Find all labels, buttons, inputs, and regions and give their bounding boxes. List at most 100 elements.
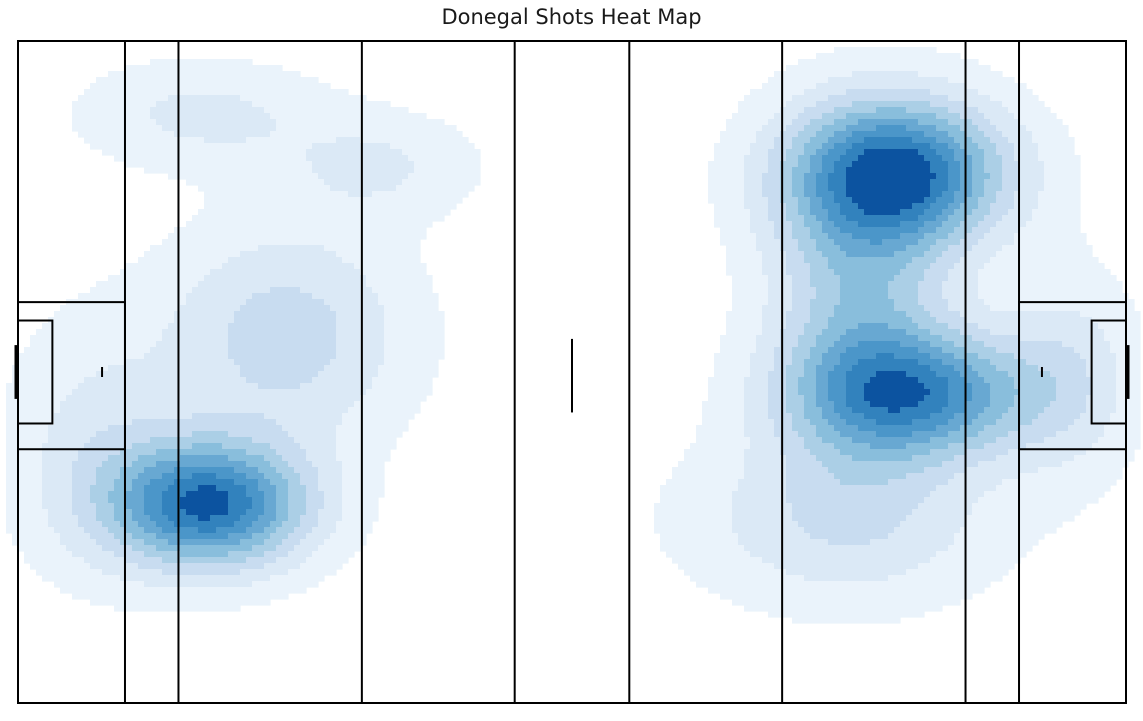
heat-cell (912, 299, 919, 306)
heat-cell (1020, 83, 1027, 90)
heat-cell (276, 95, 283, 102)
heat-cell (948, 173, 955, 180)
heat-cell (918, 305, 925, 312)
heat-cell (720, 161, 727, 168)
heat-cell (924, 281, 931, 288)
heat-cell (924, 89, 931, 96)
heat-cell (882, 167, 889, 174)
heat-cell (198, 77, 205, 84)
heat-cell (102, 317, 109, 324)
heat-cell (396, 227, 403, 234)
heat-cell (924, 239, 931, 246)
heat-cell (270, 89, 277, 96)
heat-cell (210, 233, 217, 240)
heat-cell (786, 179, 793, 186)
heat-cell (300, 137, 307, 144)
heat-cell (414, 149, 421, 156)
heat-cell (414, 245, 421, 252)
heat-cell (738, 179, 745, 186)
heat-cell (954, 83, 961, 90)
heat-cell (804, 293, 811, 300)
heat-cell (420, 167, 427, 174)
heat-cell (804, 305, 811, 312)
heat-cell (810, 311, 817, 318)
heat-cell (354, 317, 361, 324)
heat-cell (444, 131, 451, 138)
heat-cell (846, 125, 853, 132)
heat-cell (900, 251, 907, 258)
heat-cell (912, 53, 919, 60)
heat-cell (102, 281, 109, 288)
heat-cell (270, 149, 277, 156)
heat-cell (336, 137, 343, 144)
heat-cell (384, 119, 391, 126)
heat-cell (936, 65, 943, 72)
heat-cell (354, 197, 361, 204)
heat-cell (396, 263, 403, 270)
heat-cell (978, 275, 985, 282)
heat-cell (294, 305, 301, 312)
heat-cell (936, 119, 943, 126)
heat-cell (156, 131, 163, 138)
heat-cell (1044, 203, 1051, 210)
heat-cell (156, 83, 163, 90)
heat-cell (240, 293, 247, 300)
heat-cell (1074, 257, 1081, 264)
heat-cell (144, 149, 151, 156)
heat-cell (726, 131, 733, 138)
heat-cell (420, 209, 427, 216)
heat-cell (1056, 197, 1063, 204)
heat-cell (216, 251, 223, 258)
heat-cell (426, 305, 433, 312)
heat-cell (336, 173, 343, 180)
heat-cell (96, 113, 103, 120)
heat-cell (804, 233, 811, 240)
heat-cell (732, 155, 739, 162)
heat-cell (852, 161, 859, 168)
heat-cell (900, 269, 907, 276)
heat-cell (822, 299, 829, 306)
heat-cell (1074, 185, 1081, 192)
heat-cell (756, 203, 763, 210)
heat-cell (108, 71, 115, 78)
heat-cell (948, 89, 955, 96)
heat-cell (300, 101, 307, 108)
heat-cell (936, 299, 943, 306)
heat-cell (1062, 137, 1069, 144)
heat-cell (954, 239, 961, 246)
heat-cell (972, 155, 979, 162)
heat-cell (816, 215, 823, 222)
heat-cell (990, 107, 997, 114)
heat-cell (372, 221, 379, 228)
heat-cell (774, 251, 781, 258)
heat-cell (318, 185, 325, 192)
heat-cell (1068, 251, 1075, 258)
heat-cell (114, 149, 121, 156)
heat-cell (240, 323, 247, 330)
heat-cell (852, 59, 859, 66)
heat-cell (78, 131, 85, 138)
heat-cell (1056, 179, 1063, 186)
heat-cell (942, 71, 949, 78)
heat-cell (354, 119, 361, 126)
heat-cell (1014, 251, 1021, 258)
heat-cell (198, 179, 205, 186)
heat-cell (828, 263, 835, 270)
heat-cell (1068, 221, 1075, 228)
heat-cell (852, 293, 859, 300)
heat-cell (450, 185, 457, 192)
heat-cell (816, 245, 823, 252)
heat-cell (156, 317, 163, 324)
heat-cell (720, 203, 727, 210)
heat-cell (384, 173, 391, 180)
heat-cell (906, 251, 913, 258)
heat-cell (972, 131, 979, 138)
heat-cell (816, 77, 823, 84)
heat-cell (414, 173, 421, 180)
heat-cell (762, 107, 769, 114)
heat-cell (426, 275, 433, 282)
heat-cell (1128, 305, 1135, 312)
heat-cell (126, 83, 133, 90)
heat-cell (318, 143, 325, 150)
heat-cell (756, 113, 763, 120)
